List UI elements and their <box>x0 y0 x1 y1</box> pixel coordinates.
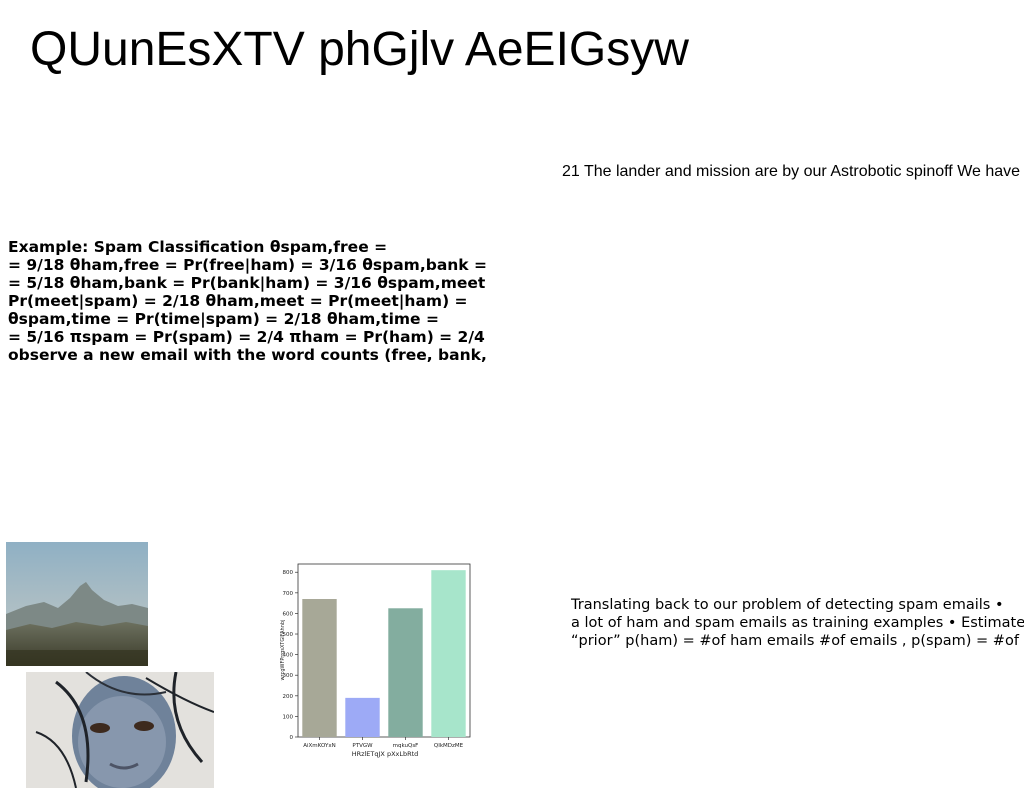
plot-frame <box>297 563 471 738</box>
y-axis: 0 100 200 300 400 500 600 700 800 <box>283 563 471 741</box>
spam-detection-text: Translating back to our problem of detec… <box>571 596 1024 650</box>
text-line: observe a new email with the word counts… <box>8 346 487 364</box>
portrait-illustration <box>26 672 214 788</box>
text-line: = 9/18 θham,free = Pr(free|ham) = 3/16 θ… <box>8 256 488 274</box>
page-title: QUunEsXTV phGjlv AeEIGsyw <box>30 23 689 76</box>
text-line: Example: Spam Classification θspam,free … <box>8 238 388 256</box>
y-tick-label: 700 <box>283 591 294 597</box>
x-axis-label: HRzlETqJX pXxLbRtd <box>352 750 419 758</box>
y-tick-label: 500 <box>283 632 294 638</box>
x-tick-label: mqkuQsF <box>393 743 419 749</box>
y-tick-label: 100 <box>283 714 294 720</box>
mountain-illustration <box>6 542 148 666</box>
text-line: “prior” p(ham) = #of ham emails #of emai… <box>571 633 1019 649</box>
bars <box>302 570 466 737</box>
x-axis: AiXmKOYxN PTVGW mqkuQsF QIkMDzME <box>303 737 464 749</box>
y-tick-label: 600 <box>283 611 294 617</box>
y-tick-label: 0 <box>290 735 294 741</box>
text-line: Pr(meet|spam) = 2/18 θham,meet = Pr(meet… <box>8 292 468 310</box>
text-line: = 5/16 πspam = Pr(spam) = 2/4 πham = Pr(… <box>8 328 485 346</box>
spam-classification-text: Example: Spam Classification θspam,free … <box>8 238 528 364</box>
y-tick-label: 800 <box>283 570 294 576</box>
x-tick-label: PTVGW <box>352 743 373 749</box>
bar-chart: 0 100 200 300 400 500 600 700 800 AiXmKOYxN PTVGW… <box>280 563 471 758</box>
bar <box>345 697 380 737</box>
text-line: Translating back to our problem of detec… <box>571 597 1004 613</box>
text-line: a lot of ham and spam emails as training… <box>571 615 1024 631</box>
slide-caption: 21 The lander and mission are by our Ast… <box>562 163 1021 180</box>
y-tick-label: 200 <box>283 694 294 700</box>
y-tick-label: 300 <box>283 673 294 679</box>
bar <box>388 608 423 737</box>
text-line: θspam,time = Pr(time|spam) = 2/18 θham,t… <box>8 310 439 328</box>
y-tick-label: 400 <box>283 653 294 659</box>
x-tick-label: QIkMDzME <box>434 743 464 749</box>
text-line: = 5/18 θham,bank = Pr(bank|ham) = 3/16 θ… <box>8 274 486 292</box>
x-tick-label: AiXmKOYxN <box>303 743 335 749</box>
mountain-photo <box>6 542 148 666</box>
portrait-photo <box>26 672 214 788</box>
bar <box>302 599 337 737</box>
y-axis-label: wrcgWFPrrgsXTGIFAhnbj <box>280 620 286 681</box>
bar <box>431 570 466 737</box>
